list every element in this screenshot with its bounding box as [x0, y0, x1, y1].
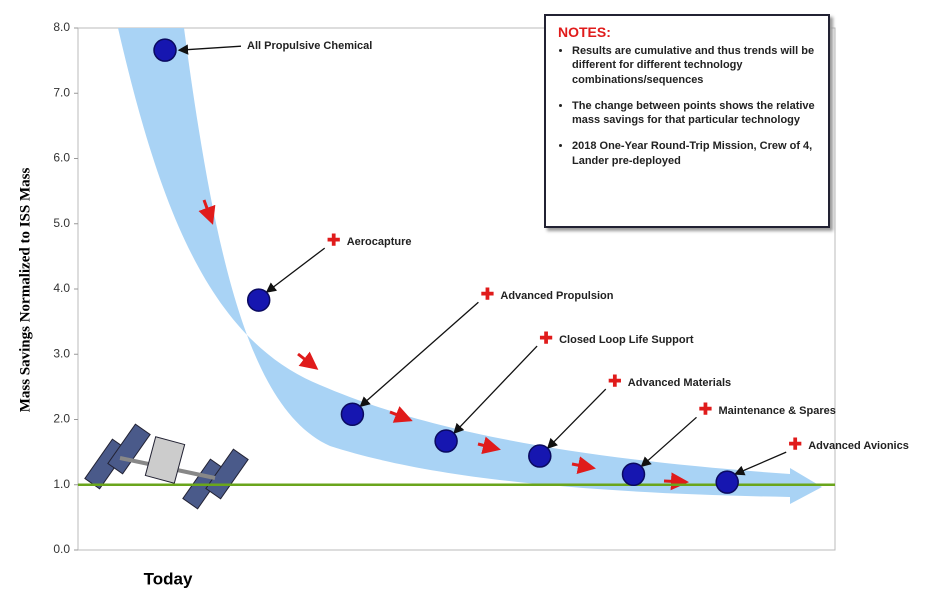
callout-arrow — [265, 247, 326, 293]
y-tick-label: 1.0 — [53, 477, 70, 491]
point — [434, 429, 458, 453]
y-tick-label: 7.0 — [53, 85, 70, 99]
note-item: 2018 One-Year Round-Trip Mission, Crew o… — [572, 139, 818, 168]
x-axis-label: Today — [144, 569, 193, 588]
callout-arrow — [359, 301, 479, 408]
trend-ribbon — [118, 28, 822, 504]
point — [528, 444, 552, 468]
y-tick-label: 2.0 — [53, 412, 70, 426]
point-label: Closed Loop Life Support — [559, 334, 694, 346]
callout-arrow — [734, 451, 787, 476]
point — [715, 470, 739, 494]
callout-arrow — [640, 416, 697, 468]
point-label: Maintenance & Spares — [719, 405, 836, 417]
plus-icon: ✚ — [327, 232, 340, 249]
y-tick-label: 3.0 — [53, 346, 70, 360]
plus-icon: ✚ — [539, 330, 552, 347]
note-item: The change between points shows the rela… — [572, 99, 818, 128]
y-tick-label: 8.0 — [53, 20, 70, 34]
y-tick-label: 0.0 — [53, 542, 70, 556]
plus-icon: ✚ — [481, 286, 494, 303]
point-label: All Propulsive Chemical — [247, 40, 372, 52]
plus-icon: ✚ — [608, 373, 621, 390]
y-tick-label: 5.0 — [53, 216, 70, 230]
note-item: Results are cumulative and thus trends w… — [572, 44, 818, 87]
point-label: Advanced Propulsion — [500, 290, 613, 302]
point — [153, 38, 177, 62]
point — [246, 288, 271, 312]
callout-arrow — [546, 388, 607, 449]
trend-arrows — [198, 199, 689, 491]
point-label: Aerocapture — [347, 236, 412, 248]
callout-arrow — [177, 44, 242, 55]
point — [340, 402, 365, 427]
y-tick-label: 4.0 — [53, 281, 70, 295]
notes-list: Results are cumulative and thus trends w… — [558, 44, 818, 168]
y-axis-label: Mass Savings Normalized to ISS Mass — [17, 168, 33, 413]
notes-title: NOTES: — [558, 24, 611, 40]
plus-icon: ✚ — [788, 436, 801, 453]
notes-box: NOTES: Results are cumulative and thus t… — [544, 14, 830, 228]
point-label: Advanced Avionics — [808, 440, 909, 452]
point-label: Advanced Materials — [628, 377, 731, 389]
point — [621, 462, 646, 487]
iss-icon — [84, 423, 249, 510]
callout-arrow — [453, 345, 538, 434]
y-tick-label: 6.0 — [53, 151, 70, 165]
plus-icon: ✚ — [699, 402, 712, 419]
